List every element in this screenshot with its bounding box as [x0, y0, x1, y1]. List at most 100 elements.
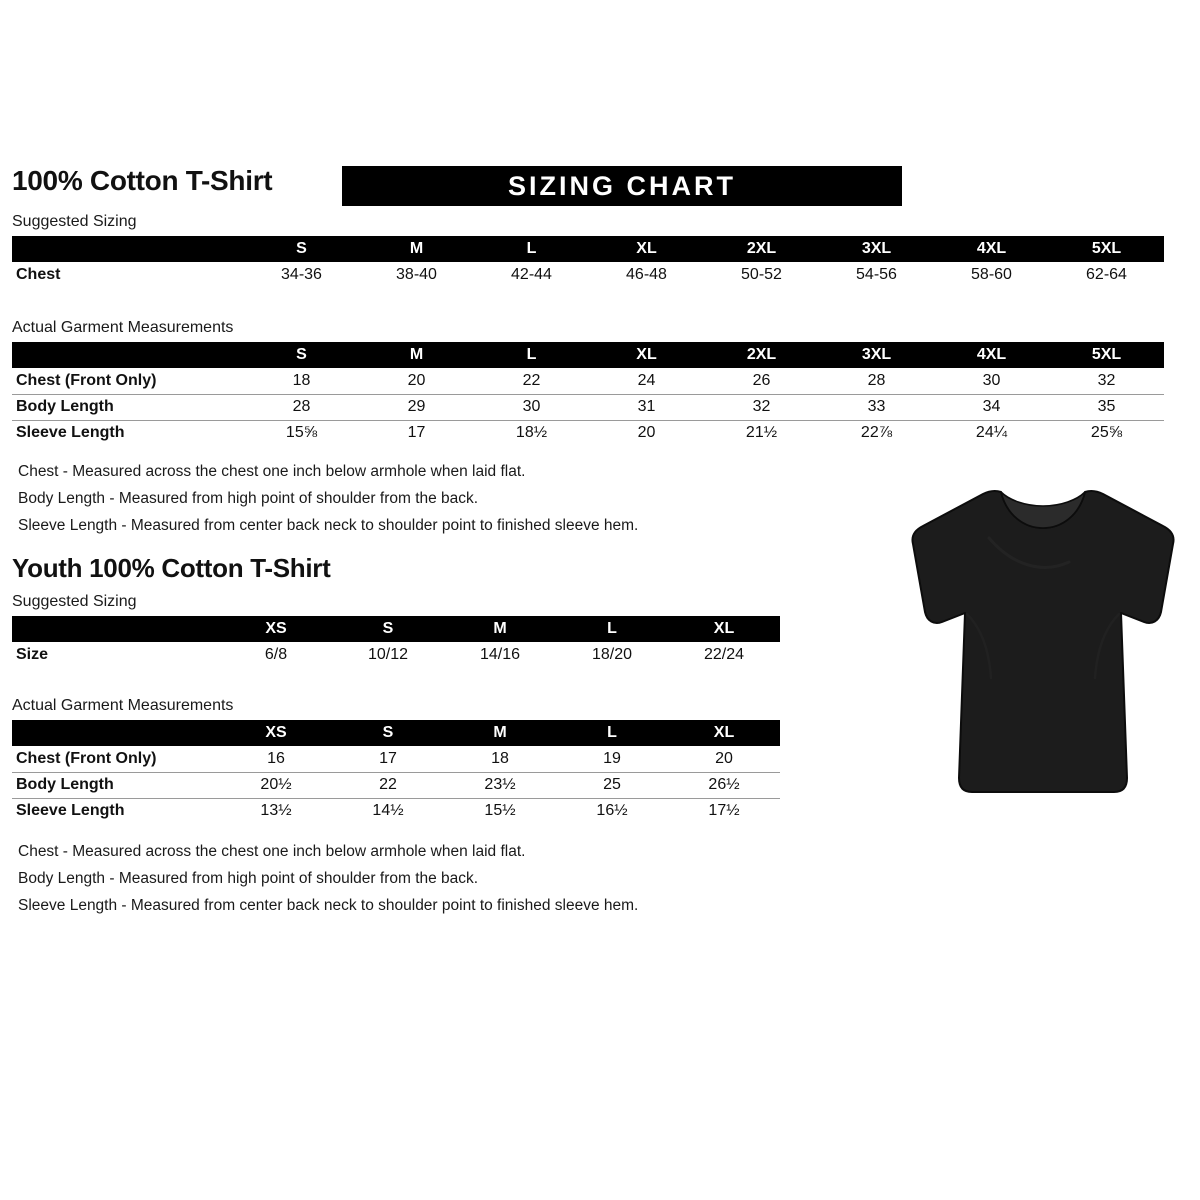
adult-suggested-sizing-table: S M L XL 2XL 3XL 4XL 5XL Chest 34-36 38-40 42-44 46… [12, 236, 1164, 288]
adult-actual-cell: 32 [704, 393, 819, 420]
youth-actual-cell: 18 [444, 746, 556, 772]
table-row: Chest 34-36 38-40 42-44 46-48 50-52 54-56 58-60… [12, 262, 1164, 288]
adult-suggested-row-label: Chest [12, 262, 244, 288]
youth-actual-row-label: Body Length [12, 771, 220, 798]
adult-actual-cell: 34 [934, 393, 1049, 420]
adult-note-line: Body Length - Measured from high point o… [18, 490, 479, 507]
youth-actual-measurements-table: XS S M L XL Chest (Front Only) 16 17 18 19 20 Body… [12, 720, 780, 824]
youth-actual-column-header-s: S [332, 720, 444, 746]
adult-suggested-cell: 38-40 [359, 262, 474, 288]
youth-suggested-column-header-m: M [444, 616, 556, 642]
adult-actual-cell: 28 [819, 368, 934, 394]
youth-actual-cell: 22 [332, 771, 444, 798]
youth-actual-column-header-xs: XS [220, 720, 332, 746]
youth-actual-cell: 19 [556, 746, 668, 772]
youth-suggested-column-header-xs: XS [220, 616, 332, 642]
youth-suggested-cell: 22/24 [668, 642, 780, 668]
youth-actual-cell: 14½ [332, 797, 444, 824]
table-header-row: S M L XL 2XL 3XL 4XL 5XL [12, 342, 1164, 368]
youth-actual-cell: 26½ [668, 771, 780, 798]
adult-suggested-column-header-s: S [244, 236, 359, 262]
youth-actual-cell: 25 [556, 771, 668, 798]
adult-suggested-column-header-5xl: 5XL [1049, 236, 1164, 262]
youth-actual-column-header-m: M [444, 720, 556, 746]
adult-actual-cell: 20 [359, 368, 474, 394]
adult-suggested-column-header-2xl: 2XL [704, 236, 819, 262]
table-row: Sleeve Length 13½ 14½ 15½ 16½ 17½ [12, 797, 780, 824]
adult-actual-cell: 28 [244, 393, 359, 420]
table-header-row: S M L XL 2XL 3XL 4XL 5XL [12, 236, 1164, 262]
adult-actual-column-header-xl: XL [589, 342, 704, 368]
adult-actual-column-header-l: L [474, 342, 589, 368]
black-tshirt-front-icon [911, 489, 1175, 793]
adult-suggested-column-header-m: M [359, 236, 474, 262]
adult-suggested-cell: 58-60 [934, 262, 1049, 288]
youth-note-line: Chest - Measured across the chest one in… [18, 843, 526, 860]
adult-actual-cell: 30 [474, 393, 589, 420]
adult-actual-column-header-label [12, 342, 244, 368]
adult-actual-cell: 35 [1049, 393, 1164, 420]
adult-measurement-notes: Chest - Measured across the chest one in… [18, 458, 638, 539]
adult-actual-cell: 29 [359, 393, 474, 420]
banner-title: SIZING CHART [508, 170, 736, 201]
adult-suggested-column-header-xl: XL [589, 236, 704, 262]
adult-actual-cell: 17 [359, 419, 474, 446]
adult-actual-row-label: Chest (Front Only) [12, 368, 244, 394]
adult-actual-column-header-4xl: 4XL [934, 342, 1049, 368]
youth-actual-column-header-label [12, 720, 220, 746]
adult-actual-measurements-table: S M L XL 2XL 3XL 4XL 5XL Chest (Front Only) 18 20… [12, 342, 1164, 446]
table-row: Body Length 20½ 22 23½ 25 26½ [12, 771, 780, 798]
adult-actual-column-header-m: M [359, 342, 474, 368]
adult-suggested-cell: 50-52 [704, 262, 819, 288]
adult-actual-caption: Actual Garment Measurements [12, 319, 234, 336]
youth-actual-row-label: Sleeve Length [12, 797, 220, 824]
adult-suggested-caption: Suggested Sizing [12, 213, 137, 230]
adult-actual-cell: 33 [819, 393, 934, 420]
youth-measurement-notes: Chest - Measured across the chest one in… [18, 838, 638, 919]
adult-actual-column-header-2xl: 2XL [704, 342, 819, 368]
adult-actual-column-header-s: S [244, 342, 359, 368]
adult-suggested-cell: 34-36 [244, 262, 359, 288]
youth-suggested-column-header-s: S [332, 616, 444, 642]
adult-actual-cell: 22 [474, 368, 589, 394]
table-row: Chest (Front Only) 18 20 22 24 26 28 30 32 [12, 368, 1164, 394]
adult-actual-cell: 21½ [704, 419, 819, 446]
adult-actual-cell: 25⅝ [1049, 419, 1164, 446]
youth-actual-cell: 17½ [668, 797, 780, 824]
adult-actual-column-header-5xl: 5XL [1049, 342, 1164, 368]
adult-suggested-column-header-l: L [474, 236, 589, 262]
adult-actual-cell: 24 [589, 368, 704, 394]
youth-actual-cell: 13½ [220, 797, 332, 824]
table-header-row: XS S M L XL [12, 720, 780, 746]
adult-actual-cell: 18 [244, 368, 359, 394]
youth-note-line: Body Length - Measured from high point o… [18, 870, 479, 887]
adult-suggested-column-header-3xl: 3XL [819, 236, 934, 262]
youth-actual-row-label: Chest (Front Only) [12, 746, 220, 772]
youth-actual-column-header-xl: XL [668, 720, 780, 746]
tshirt-illustration [893, 478, 1193, 808]
youth-actual-cell: 23½ [444, 771, 556, 798]
adult-actual-cell: 32 [1049, 368, 1164, 394]
adult-actual-row-label: Sleeve Length [12, 419, 244, 446]
adult-actual-cell: 30 [934, 368, 1049, 394]
table-row: Sleeve Length 15⅝ 17 18½ 20 21½ 22⅞ 24¼ 25⅝ [12, 419, 1164, 446]
adult-suggested-cell: 54-56 [819, 262, 934, 288]
adult-note-line: Chest - Measured across the chest one in… [18, 463, 526, 480]
youth-actual-cell: 16 [220, 746, 332, 772]
youth-actual-cell: 16½ [556, 797, 668, 824]
youth-actual-caption: Actual Garment Measurements [12, 697, 234, 714]
adult-actual-row-label: Body Length [12, 393, 244, 420]
youth-suggested-column-header-xl: XL [668, 616, 780, 642]
adult-suggested-column-header-label [12, 236, 244, 262]
youth-note-line: Sleeve Length - Measured from center bac… [18, 897, 639, 914]
table-header-row: XS S M L XL [12, 616, 780, 642]
sizing-chart-banner: SIZING CHART [342, 166, 902, 206]
youth-suggested-column-header-label [12, 616, 220, 642]
adult-suggested-cell: 42-44 [474, 262, 589, 288]
youth-suggested-sizing-table: XS S M L XL Size 6/8 10/12 14/16 18/20 22/24 [12, 616, 780, 668]
youth-suggested-cell: 14/16 [444, 642, 556, 668]
youth-suggested-caption: Suggested Sizing [12, 593, 137, 610]
adult-actual-column-header-3xl: 3XL [819, 342, 934, 368]
youth-suggested-cell: 10/12 [332, 642, 444, 668]
